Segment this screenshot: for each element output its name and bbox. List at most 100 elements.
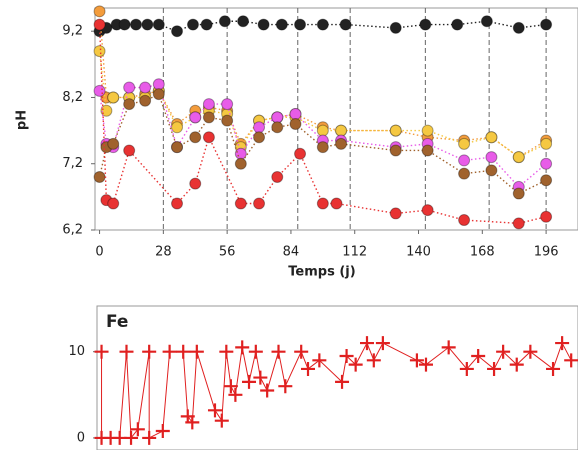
series-line <box>99 20 547 32</box>
data-point <box>221 98 234 111</box>
series-line <box>98 24 547 225</box>
data-point <box>512 21 525 34</box>
data-point <box>564 353 578 368</box>
data-point <box>540 18 553 31</box>
data-point <box>540 157 553 170</box>
series-line <box>98 93 547 195</box>
x-tick-label: 140 <box>406 245 431 260</box>
data-point <box>142 344 157 359</box>
series-line <box>98 50 547 158</box>
data-point <box>301 361 316 376</box>
data-point <box>441 340 456 355</box>
data-point <box>366 353 381 368</box>
data-point <box>512 151 525 164</box>
data-point <box>330 197 343 210</box>
data-point <box>316 18 329 31</box>
data-point <box>139 94 152 107</box>
data-point <box>480 15 493 28</box>
data-point <box>316 124 329 137</box>
data-point <box>485 131 498 144</box>
data-point <box>189 131 202 144</box>
data-point <box>218 15 231 28</box>
data-point <box>200 18 213 31</box>
data-point <box>123 81 136 94</box>
data-point <box>260 383 275 398</box>
data-point <box>348 357 363 372</box>
data-point <box>451 18 464 31</box>
series-line <box>101 341 572 440</box>
data-point <box>253 370 268 385</box>
data-point <box>458 154 471 167</box>
data-point <box>185 415 200 430</box>
data-point <box>123 98 136 111</box>
data-point <box>278 379 293 394</box>
data-point <box>294 18 307 31</box>
data-point <box>289 108 302 121</box>
data-point <box>409 353 424 368</box>
data-point <box>312 353 327 368</box>
data-point <box>93 170 106 183</box>
x-tick-label: 196 <box>534 245 559 260</box>
data-point <box>214 413 229 428</box>
x-axis-title: Temps (j) <box>288 265 355 280</box>
data-point <box>242 374 257 389</box>
data-point <box>339 349 354 364</box>
data-point <box>189 344 204 359</box>
x-tick-label: 84 <box>283 245 300 260</box>
data-point <box>141 18 154 31</box>
data-point <box>162 344 177 359</box>
data-point <box>93 18 106 31</box>
data-point <box>335 124 348 137</box>
data-point <box>93 5 106 18</box>
data-point <box>458 137 471 150</box>
data-point <box>335 374 350 389</box>
data-point <box>235 340 250 355</box>
panel-title: Fe <box>106 312 128 332</box>
data-point <box>119 344 134 359</box>
data-point <box>124 430 139 445</box>
data-point <box>257 18 270 31</box>
data-point <box>171 141 184 154</box>
data-point <box>186 18 199 31</box>
y-tick-label: 6,2 <box>62 223 83 238</box>
data-point <box>152 78 165 91</box>
data-point <box>253 197 266 210</box>
series-line <box>98 83 547 188</box>
data-point <box>139 81 152 94</box>
data-point <box>523 344 538 359</box>
data-point <box>512 217 525 230</box>
data-point <box>189 177 202 190</box>
data-point <box>289 117 302 130</box>
data-point <box>359 336 374 351</box>
data-point <box>375 336 390 351</box>
data-point <box>219 344 234 359</box>
data-point <box>207 403 222 418</box>
data-point <box>419 18 432 31</box>
data-point <box>271 170 284 183</box>
data-point <box>546 361 561 376</box>
y-tick-label: 0 <box>77 430 85 445</box>
data-point <box>540 210 553 223</box>
data-point <box>458 214 471 227</box>
x-tick-label: 28 <box>155 245 172 260</box>
data-point <box>152 88 165 101</box>
data-point <box>228 387 243 402</box>
data-point <box>202 98 215 111</box>
data-point <box>142 430 157 445</box>
data-point <box>171 25 184 38</box>
data-point <box>123 144 136 157</box>
data-point <box>253 131 266 144</box>
y-tick-label: 10 <box>68 344 85 359</box>
data-point <box>221 114 234 127</box>
data-point <box>389 144 402 157</box>
data-point <box>496 344 511 359</box>
series-line <box>98 11 547 158</box>
y-tick-label: 7,2 <box>62 156 83 171</box>
data-point <box>93 84 106 97</box>
data-point <box>234 197 247 210</box>
x-tick-label: 0 <box>95 245 103 260</box>
data-point <box>94 344 109 359</box>
x-tick-label: 168 <box>470 245 495 260</box>
data-point <box>512 187 525 200</box>
data-point <box>335 137 348 150</box>
